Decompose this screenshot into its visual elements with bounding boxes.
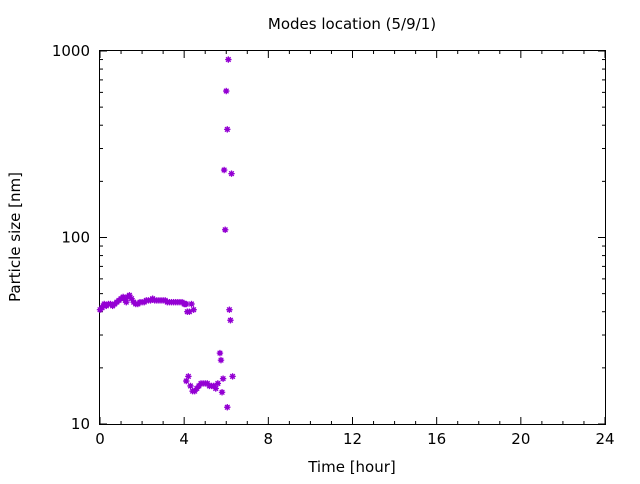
- data-point: [223, 87, 230, 95]
- y-axis-label: Particle size [nm]: [6, 172, 24, 302]
- data-point: [214, 380, 222, 387]
- data-point: [217, 356, 225, 364]
- data-point: [224, 126, 231, 133]
- data-point: [224, 404, 231, 411]
- data-point: [190, 306, 197, 313]
- data-point: [229, 373, 236, 380]
- data-point: [228, 170, 235, 177]
- x-tick-label: 16: [427, 430, 446, 448]
- axis-ticks: 0 4 8 12 16 20 24 10 100 1000: [52, 42, 615, 448]
- data-points: [96, 56, 236, 411]
- data-point: [187, 382, 194, 390]
- data-point: [221, 226, 229, 233]
- data-point: [128, 295, 135, 302]
- data-point: [188, 300, 195, 308]
- data-point: [226, 306, 233, 313]
- data-point: [185, 373, 192, 380]
- plot-frame: [99, 50, 606, 425]
- x-tick-label: 0: [95, 430, 105, 448]
- data-point: [123, 298, 130, 306]
- x-tick-label: 20: [511, 430, 530, 448]
- x-axis-label: Time [hour]: [307, 458, 396, 476]
- x-tick-label: 4: [179, 430, 189, 448]
- data-point: [183, 377, 190, 385]
- data-point: [220, 166, 228, 174]
- data-point: [212, 385, 219, 392]
- data-point: [216, 349, 224, 357]
- data-point: [219, 375, 227, 382]
- x-tick-label: 12: [343, 430, 362, 448]
- chart-title: Modes location (5/9/1): [268, 15, 436, 33]
- data-point: [227, 317, 234, 324]
- y-tick-label: 10: [71, 415, 90, 433]
- x-tick-label: 24: [595, 430, 614, 448]
- y-tick-label: 100: [61, 229, 90, 247]
- data-point: [225, 56, 232, 63]
- x-tick-label: 8: [264, 430, 274, 448]
- y-tick-label: 1000: [52, 42, 90, 60]
- data-point: [218, 389, 226, 396]
